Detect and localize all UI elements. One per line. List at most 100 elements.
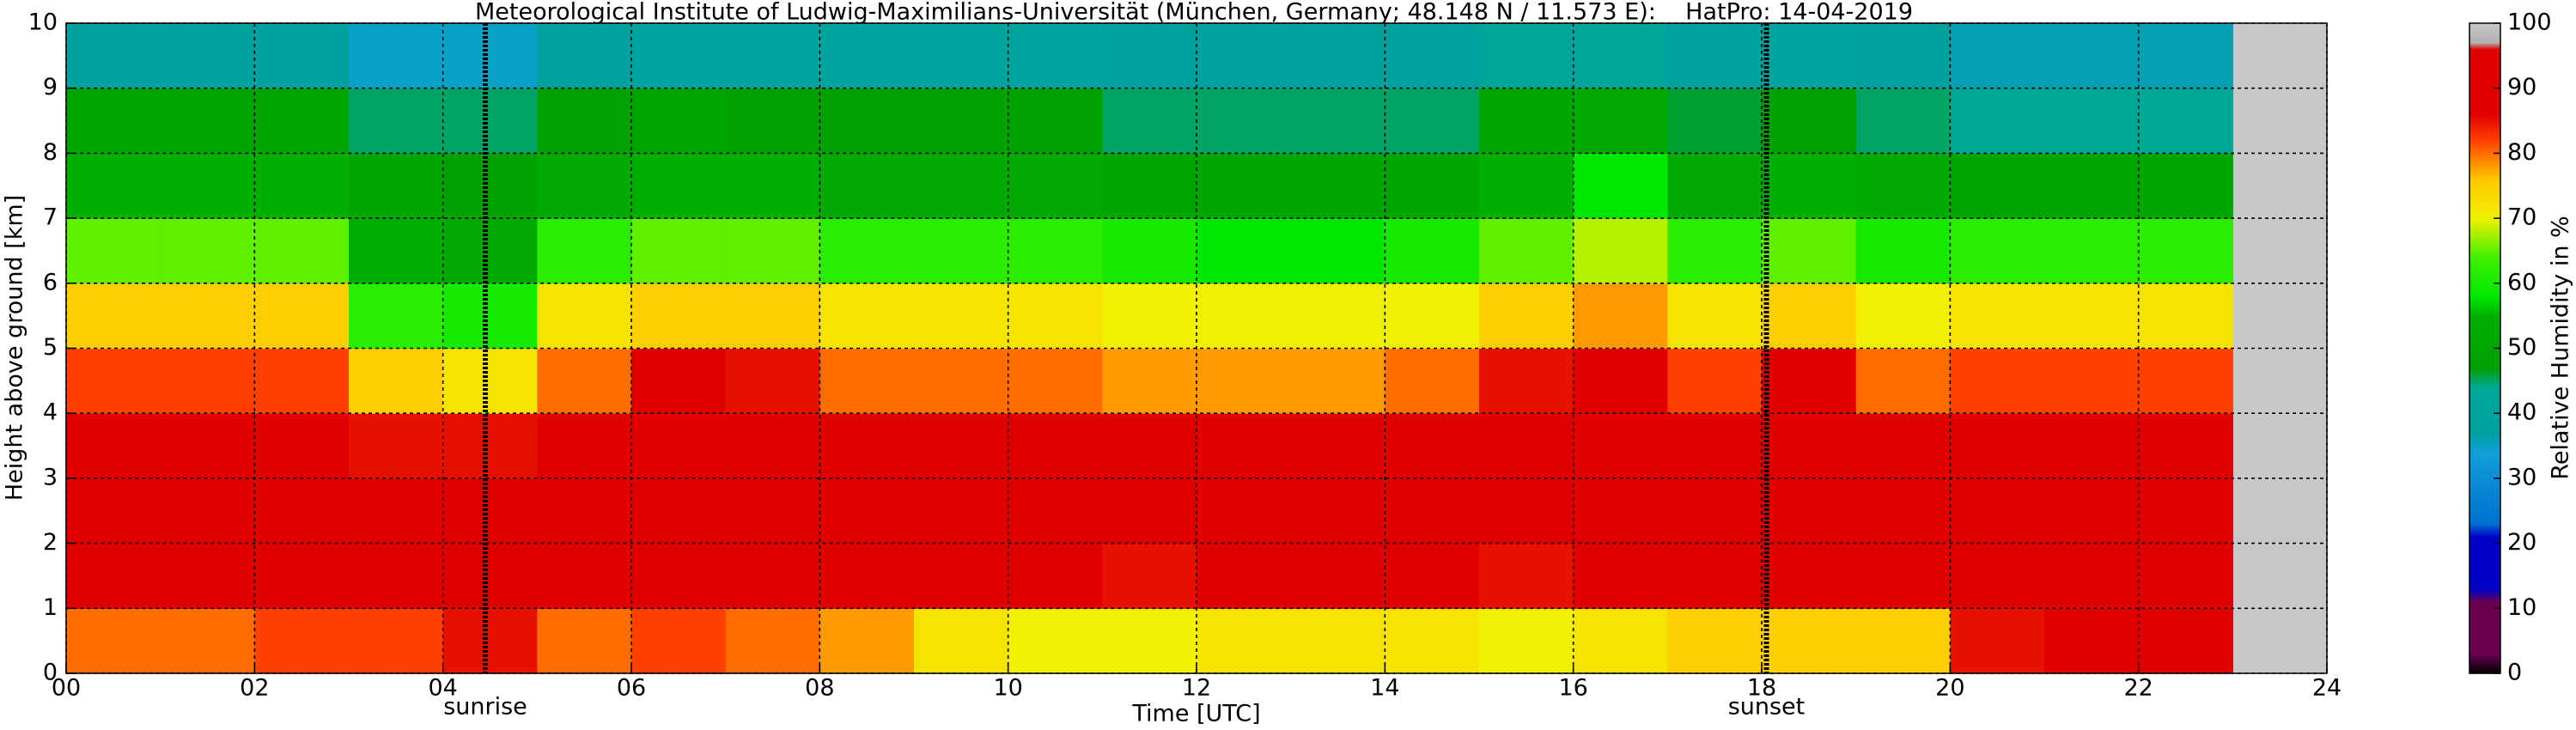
heatmap-cell xyxy=(631,413,727,479)
heatmap-cell xyxy=(1950,88,2045,154)
heatmap-cell xyxy=(1479,23,1574,89)
heatmap-cell xyxy=(1385,218,1480,284)
heatmap-cell xyxy=(631,543,727,609)
heatmap-cell xyxy=(2138,23,2233,89)
heatmap-cell xyxy=(1479,543,1574,609)
colorbar-segment xyxy=(2469,315,2500,368)
y-tick-label: 6 xyxy=(43,269,58,295)
heatmap-cell xyxy=(1385,413,1480,479)
heatmap-cell xyxy=(1855,283,1951,350)
colorbar-segment xyxy=(2469,537,2500,590)
heatmap-cell xyxy=(1197,218,1292,284)
heatmap-cell xyxy=(1762,23,1857,89)
heatmap-cell xyxy=(819,218,915,284)
heatmap-cell xyxy=(2044,23,2140,89)
heatmap-cell xyxy=(537,413,632,479)
heatmap-cell xyxy=(66,543,161,609)
heatmap-cell xyxy=(349,543,444,609)
heatmap-cell xyxy=(537,348,632,414)
heatmap-cell xyxy=(442,218,538,284)
heatmap-cell xyxy=(1667,23,1763,89)
heatmap-cell xyxy=(2138,218,2233,284)
heatmap-cell xyxy=(160,608,255,674)
heatmap-cell xyxy=(254,478,350,544)
heatmap-cell xyxy=(914,543,1009,609)
colorbar-tick-label: 80 xyxy=(2507,139,2536,166)
heatmap-cell xyxy=(2044,543,2140,609)
heatmap-cell xyxy=(160,543,255,609)
heatmap-cell xyxy=(1762,608,1857,674)
heatmap-cell xyxy=(1950,478,2045,544)
colorbar-segment xyxy=(2469,257,2500,297)
heatmap-cell xyxy=(66,413,161,479)
heatmap-cell xyxy=(1385,478,1480,544)
heatmap-cell xyxy=(160,218,255,284)
heatmap-cell xyxy=(2044,348,2140,414)
heatmap-cell xyxy=(442,608,538,674)
heatmap-cell xyxy=(1950,283,2045,350)
heatmap-cell xyxy=(1762,478,1857,544)
heatmap-cell xyxy=(537,478,632,544)
heatmap-cell xyxy=(1855,88,1951,154)
heatmap-cell xyxy=(914,88,1009,154)
heatmap-cell xyxy=(1008,218,1103,284)
heatmap-cell xyxy=(254,153,350,219)
heatmap-cell xyxy=(631,283,727,350)
heatmap-cell xyxy=(819,153,915,219)
heatmap-cell xyxy=(631,23,727,89)
colorbar-tick-label: 60 xyxy=(2507,269,2536,295)
heatmap-cell xyxy=(914,23,1009,89)
x-tick-label: 24 xyxy=(2312,675,2342,702)
x-tick-label: 16 xyxy=(1558,675,1587,702)
heatmap-cell xyxy=(1573,283,1668,350)
heatmap-cell xyxy=(160,88,255,154)
heatmap-cell xyxy=(1008,413,1103,479)
heatmap-cell xyxy=(1385,543,1480,609)
annotation-label: sunset xyxy=(1728,694,1806,721)
heatmap-cell xyxy=(442,543,538,609)
heatmap-cell xyxy=(1197,23,1292,89)
heatmap-cell xyxy=(1008,153,1103,219)
heatmap-cell xyxy=(1290,543,1385,609)
heatmap-cell xyxy=(1385,283,1480,350)
heatmap-cell xyxy=(1667,153,1763,219)
heatmap-cell xyxy=(631,478,727,544)
colorbar-label: Relative Humidity in % xyxy=(2548,216,2574,479)
heatmap-cell xyxy=(442,153,538,219)
heatmap-cell xyxy=(442,478,538,544)
heatmap-cell xyxy=(1762,88,1857,154)
heatmap-cell xyxy=(1950,153,2045,219)
heatmap-cell xyxy=(349,218,444,284)
heatmap-cell xyxy=(2138,543,2233,609)
heatmap-cell xyxy=(819,283,915,350)
heatmap-cell xyxy=(160,153,255,219)
heatmap-cell xyxy=(1385,23,1480,89)
heatmap-cell xyxy=(631,153,727,219)
heatmap-cell xyxy=(819,413,915,479)
colorbar-tick-label: 0 xyxy=(2507,660,2522,686)
heatmap-cell xyxy=(1385,608,1480,674)
heatmap-cell xyxy=(349,348,444,414)
heatmap-cell xyxy=(1102,283,1197,350)
heatmap-cell xyxy=(1102,218,1197,284)
heatmap-cell xyxy=(1573,348,1668,414)
heatmap-cell xyxy=(1290,153,1385,219)
heatmap-cell xyxy=(914,283,1009,350)
colorbar-tick-label: 30 xyxy=(2507,464,2536,490)
heatmap-cell xyxy=(1573,153,1668,219)
heatmap-cell xyxy=(254,218,350,284)
heatmap-cell xyxy=(1855,23,1951,89)
heatmap-cell xyxy=(160,478,255,544)
heatmap-cell xyxy=(1290,88,1385,154)
heatmap-cell xyxy=(442,23,538,89)
heatmap-cell xyxy=(254,283,350,350)
heatmap-cell xyxy=(537,608,632,674)
heatmap-cell xyxy=(1290,413,1385,479)
heatmap-cell xyxy=(1667,88,1763,154)
colorbar-segment xyxy=(2469,42,2500,50)
heatmap-cell xyxy=(1667,413,1763,479)
x-tick-label: 12 xyxy=(1182,675,1211,702)
heatmap-cell xyxy=(725,88,820,154)
heatmap-cell xyxy=(725,478,820,544)
heatmap-cell xyxy=(819,23,915,89)
